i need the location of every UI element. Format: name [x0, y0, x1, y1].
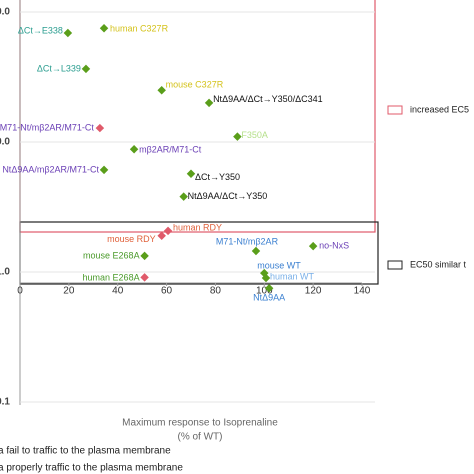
- marker: [63, 28, 73, 38]
- point-label: NtΔ9AA/ΔCt→Y350/ΔC341: [213, 94, 323, 104]
- point-label: M71-Nt/mβ2AR: [216, 236, 279, 246]
- marker: [261, 273, 271, 283]
- x-tick-label: 60: [161, 286, 173, 297]
- x-tick-label: 120: [305, 286, 322, 297]
- legend-label: increased EC5: [410, 104, 469, 114]
- marker: [163, 226, 173, 236]
- x-tick-label: 140: [354, 286, 371, 297]
- point-label: human E268A: [83, 273, 140, 283]
- marker: [81, 64, 91, 74]
- marker: [129, 144, 139, 154]
- x-tick-label: 20: [63, 286, 75, 297]
- x-tick-label: 100: [256, 286, 273, 297]
- legend-label: EC50 similar t: [410, 259, 467, 269]
- marker: [140, 251, 149, 261]
- legend-swatch: [387, 260, 403, 270]
- marker: [140, 273, 149, 282]
- point-label: M71-Nt/mβ2AR/M71-Ct: [0, 122, 94, 132]
- x-axis-unit: (% of WT): [178, 432, 223, 443]
- point-label: mβ2AR/M71-Ct: [139, 145, 202, 155]
- point-label: human RDY: [173, 222, 222, 232]
- marker: [233, 132, 242, 141]
- y-tick-label: 10.0: [0, 137, 10, 148]
- marker: [251, 246, 261, 256]
- marker: [95, 123, 105, 133]
- point-label: NtΔ9AA/ΔCt→Y350: [188, 191, 268, 201]
- marker: [179, 192, 188, 201]
- x-axis-title: Maximum response to Isoprenaline: [122, 418, 278, 429]
- point-label: NtΔ9AA: [253, 293, 285, 303]
- y-tick-label: 0.1: [0, 397, 10, 408]
- point-label: ΔCt→L339: [37, 63, 81, 73]
- point-label: ΔCt→Y350: [195, 172, 240, 182]
- x-tick-label: 80: [210, 286, 222, 297]
- marker: [264, 283, 274, 293]
- note: a properly traffic to the plasma membran…: [0, 463, 183, 474]
- x-tick-label: 0: [17, 286, 23, 297]
- marker: [157, 86, 166, 95]
- point-label: NtΔ9AA/mβ2AR/M71-Ct: [2, 164, 99, 174]
- y-tick-label: 100.0: [0, 7, 10, 18]
- x-tick-label: 40: [112, 286, 124, 297]
- marker: [204, 98, 214, 108]
- point-label: no-NxS: [319, 241, 349, 251]
- y-tick-label: 1.0: [0, 267, 10, 278]
- marker: [99, 165, 109, 175]
- point-label: mouse WT: [257, 261, 301, 271]
- note: a fail to traffic to the plasma membrane: [0, 446, 171, 457]
- marker: [186, 169, 196, 178]
- point-label: human WT: [270, 271, 315, 281]
- point-label: mouse E268A: [83, 250, 140, 260]
- marker: [99, 23, 109, 33]
- point-label: ΔCt→E338: [18, 25, 63, 35]
- marker: [308, 241, 318, 251]
- legend-swatch: [387, 105, 403, 115]
- point-label: mouse C327R: [166, 80, 224, 90]
- marker: [157, 231, 166, 241]
- point-label: mouse RDY: [107, 234, 156, 244]
- point-label: F350A: [241, 130, 268, 140]
- point-label: human C327R: [110, 24, 169, 34]
